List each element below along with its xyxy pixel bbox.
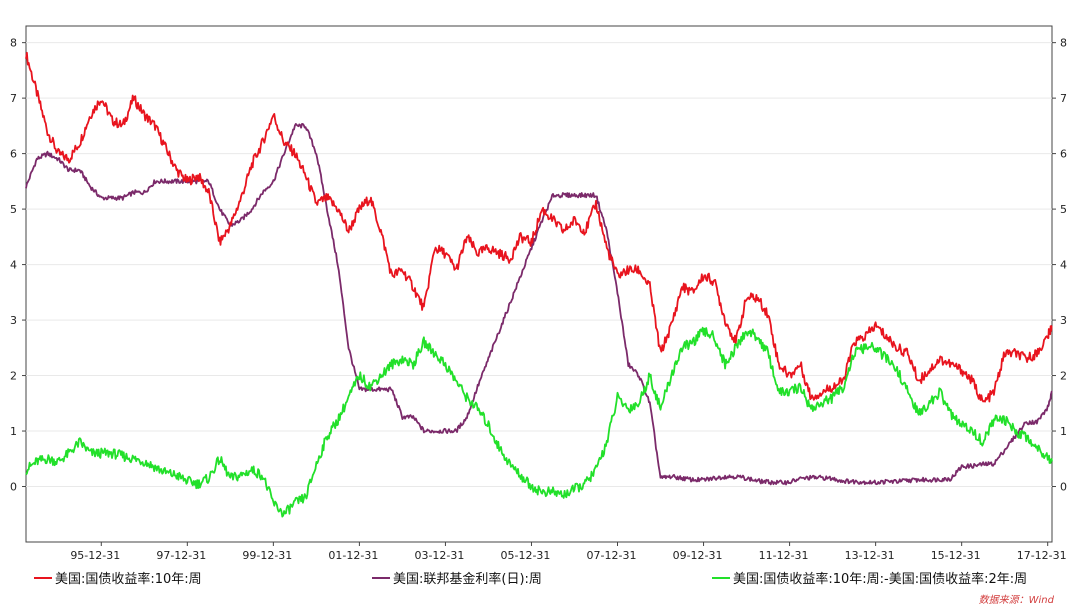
y-tick-label-left: 4 xyxy=(10,259,17,272)
legend-swatch-red xyxy=(34,576,52,579)
legend-item-spread: 美国:国债收益率:10年:周:-美国:国债收益率:2年:周 xyxy=(712,568,1027,587)
y-tick-label-right: 6 xyxy=(1060,148,1067,161)
y-tick-label-right: 1 xyxy=(1060,425,1067,438)
grid xyxy=(26,42,1052,488)
y-tick-label-right: 3 xyxy=(1060,314,1067,327)
legend-item-fed-funds: 美国:联邦基金利率(日):周 xyxy=(372,568,542,587)
legend-swatch-green xyxy=(712,576,730,579)
x-axis: 95-12-31 97-12-31 99-12-31 01-12-31 03-12-31… xyxy=(70,542,1067,562)
y-tick-label-left: 0 xyxy=(10,481,17,494)
y-axis-left: 0 1 2 3 4 5 6 7 8 xyxy=(10,37,26,494)
x-tick-label: 95-12-31 xyxy=(70,549,120,562)
x-tick-label: 13-12-31 xyxy=(845,549,895,562)
x-tick-label: 97-12-31 xyxy=(156,549,206,562)
y-tick-label-left: 8 xyxy=(10,37,17,50)
x-tick-label: 17-12-31 xyxy=(1017,549,1067,562)
x-tick-label: 11-12-31 xyxy=(759,549,809,562)
legend-item-10y-yield: 美国:国债收益率:10年:周 xyxy=(34,568,202,587)
x-tick-label: 03-12-31 xyxy=(414,549,464,562)
y-tick-label-left: 5 xyxy=(10,203,17,216)
y-tick-label-right: 7 xyxy=(1060,92,1067,105)
y-tick-label-left: 2 xyxy=(10,370,17,383)
series-lines xyxy=(25,51,1053,518)
legend-label-10y-yield: 美国:国债收益率:10年:周 xyxy=(55,572,202,587)
y-tick-label-right: 2 xyxy=(1060,370,1067,383)
x-tick-label: 99-12-31 xyxy=(242,549,292,562)
y-tick-label-left: 7 xyxy=(10,92,17,105)
y-tick-label-right: 8 xyxy=(1060,37,1067,50)
y-tick-label-right: 0 xyxy=(1060,481,1067,494)
legend-label-fed-funds: 美国:联邦基金利率(日):周 xyxy=(393,572,542,587)
series-line-spread xyxy=(25,326,1053,518)
y-tick-label-left: 1 xyxy=(10,425,17,438)
legend-swatch-purple xyxy=(372,576,390,579)
y-tick-label-right: 4 xyxy=(1060,259,1067,272)
y-tick-label-left: 6 xyxy=(10,148,17,161)
legend-label-spread: 美国:国债收益率:10年:周:-美国:国债收益率:2年:周 xyxy=(733,572,1028,587)
x-tick-label: 09-12-31 xyxy=(673,549,723,562)
source-note: 数据来源：Wind xyxy=(978,595,1054,606)
x-tick-label: 07-12-31 xyxy=(587,549,637,562)
x-tick-label: 01-12-31 xyxy=(328,549,378,562)
x-tick-label: 05-12-31 xyxy=(501,549,551,562)
plot-area xyxy=(25,25,1053,543)
y-tick-label-left: 3 xyxy=(10,314,17,327)
y-axis-right: 0 1 2 3 4 5 6 7 8 xyxy=(1052,37,1067,494)
series-line-10y-yield xyxy=(25,51,1053,403)
y-tick-label-right: 5 xyxy=(1060,203,1067,216)
x-tick-label: 15-12-31 xyxy=(931,549,981,562)
